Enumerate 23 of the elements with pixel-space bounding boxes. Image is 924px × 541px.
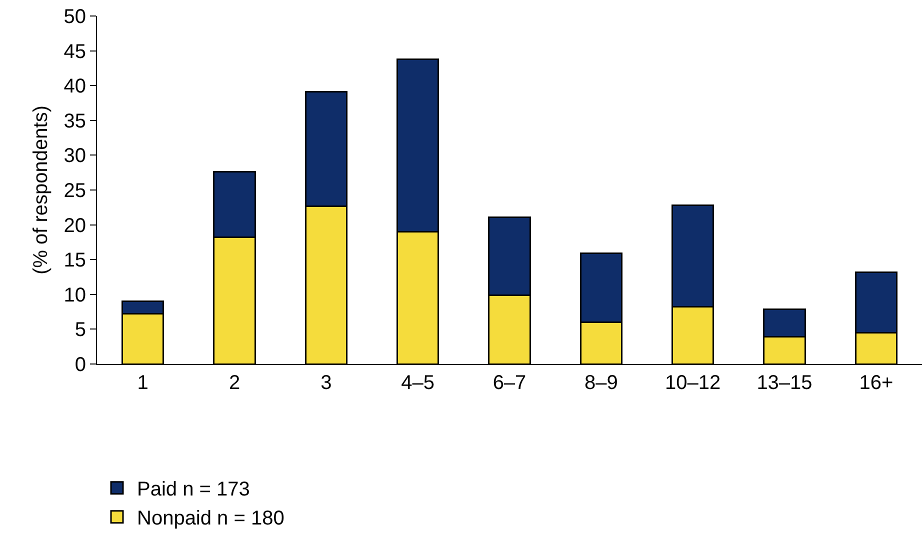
- x-tick-label: 8–9: [584, 372, 618, 394]
- x-tick-label: 6–7: [492, 372, 526, 394]
- y-tick-label: 30: [64, 145, 86, 168]
- y-tick-label: 45: [64, 40, 86, 63]
- y-tick-label: 0: [74, 354, 86, 376]
- y-tick-label: 15: [64, 250, 86, 272]
- x-tick-label: 13–15: [756, 372, 812, 394]
- y-tick-label: 20: [64, 214, 86, 237]
- x-tick-label: 4–5: [401, 372, 435, 394]
- y-tick-label: 10: [64, 284, 86, 306]
- x-tick-label: 3: [320, 372, 332, 394]
- legend-label: Nonpaid n = 180: [137, 508, 284, 530]
- x-tick-label: 16+: [859, 372, 894, 394]
- y-axis-title: (% of respondents): [30, 106, 52, 274]
- x-tick-label: 1: [137, 372, 148, 394]
- y-tick-label: 5: [74, 319, 86, 342]
- y-tick-label: 50: [64, 6, 86, 28]
- x-tick-label: 2: [228, 372, 240, 394]
- legend-label: Paid n = 173: [137, 478, 250, 501]
- x-tick-label: 10–12: [665, 372, 721, 394]
- y-tick-label: 25: [64, 180, 86, 202]
- y-tick-label: 40: [64, 76, 86, 98]
- y-tick-label: 35: [64, 110, 86, 132]
